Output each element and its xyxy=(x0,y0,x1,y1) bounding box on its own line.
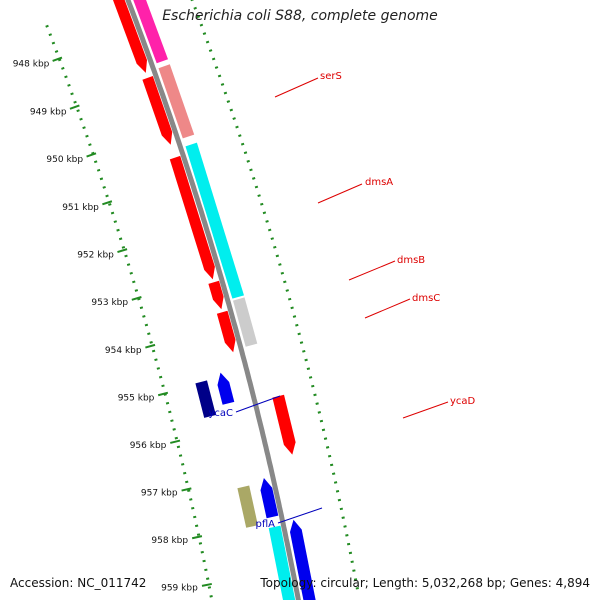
gene-feature xyxy=(185,142,244,299)
gene-feature xyxy=(268,525,296,600)
tick-label: 955 kbp xyxy=(118,393,155,403)
gene-callout-line xyxy=(235,395,281,413)
gene-label: dmsA xyxy=(365,177,393,188)
cds-feature xyxy=(260,478,279,519)
cds-feature xyxy=(272,394,296,455)
outer-tick-track xyxy=(190,0,361,597)
cds-feature xyxy=(290,519,316,600)
tick-label: 950 kbp xyxy=(46,155,83,165)
tick-label: 957 kbp xyxy=(141,489,178,499)
gene-callout-line xyxy=(402,401,449,419)
tick-label: 956 kbp xyxy=(130,441,167,451)
tick-mark xyxy=(117,248,128,254)
cds-feature xyxy=(169,155,215,280)
cds-feature xyxy=(217,372,235,405)
tick-label: 948 kbp xyxy=(13,60,50,70)
tick-label: 949 kbp xyxy=(30,107,67,117)
tick-mark xyxy=(69,104,80,110)
cds-feature xyxy=(142,76,173,145)
ticks-layer: 948 kbp 949 kbp 950 kbp 951 kbp 952 kbp 953 k… xyxy=(13,0,361,600)
cds-feature xyxy=(216,310,236,353)
tick-mark xyxy=(131,296,142,301)
tick-label: 953 kbp xyxy=(91,298,128,308)
tick-mark xyxy=(201,582,212,587)
gene-label: pflA xyxy=(256,519,276,530)
gene-callout-line xyxy=(274,77,319,98)
tick-mark xyxy=(157,391,169,397)
tick-label: 959 kbp xyxy=(161,584,198,594)
gene-callout-line xyxy=(317,183,363,204)
gene-callout-line xyxy=(364,298,411,319)
cds-feature xyxy=(208,280,224,310)
cds-feature xyxy=(112,0,147,73)
tick-mark xyxy=(145,343,156,349)
tick-mark xyxy=(86,152,97,158)
tick-mark xyxy=(181,487,192,492)
gene-label: ycaC xyxy=(208,408,233,419)
gene-callout-line xyxy=(277,507,323,524)
pseudo-feature xyxy=(158,64,195,139)
features-layer xyxy=(112,0,316,600)
genome-summary-text: Topology: circular; Length: 5,032,268 bp… xyxy=(260,576,590,590)
tick-mark xyxy=(102,200,113,206)
inner-tick-track xyxy=(45,24,214,600)
tick-label: 954 kbp xyxy=(105,346,142,356)
tick-mark xyxy=(170,439,181,444)
gene-label: serS xyxy=(320,71,342,82)
cds-feature xyxy=(195,380,216,418)
cds-feature xyxy=(237,485,258,528)
tick-label: 952 kbp xyxy=(77,250,114,260)
backbone-layer xyxy=(125,0,301,600)
genome-title: Escherichia coli S88, complete genome xyxy=(162,8,438,24)
tick-label: 951 kbp xyxy=(62,203,99,213)
tick-label: 958 kbp xyxy=(151,536,188,546)
accession-text: Accession: NC_011742 xyxy=(10,576,147,590)
other-feature xyxy=(233,297,258,347)
gene-callout-line xyxy=(348,260,396,281)
tick-mark xyxy=(191,535,203,540)
tick-mark xyxy=(52,56,63,62)
genome-backbone xyxy=(125,0,301,600)
rna-feature xyxy=(133,0,168,64)
gene-label: dmsB xyxy=(397,255,425,266)
gene-label: ycaD xyxy=(450,396,476,407)
gene-label: dmsC xyxy=(412,293,440,304)
labels-layer: serS dmsA dmsB dmsC ycaD ycaC pflA xyxy=(208,71,475,530)
